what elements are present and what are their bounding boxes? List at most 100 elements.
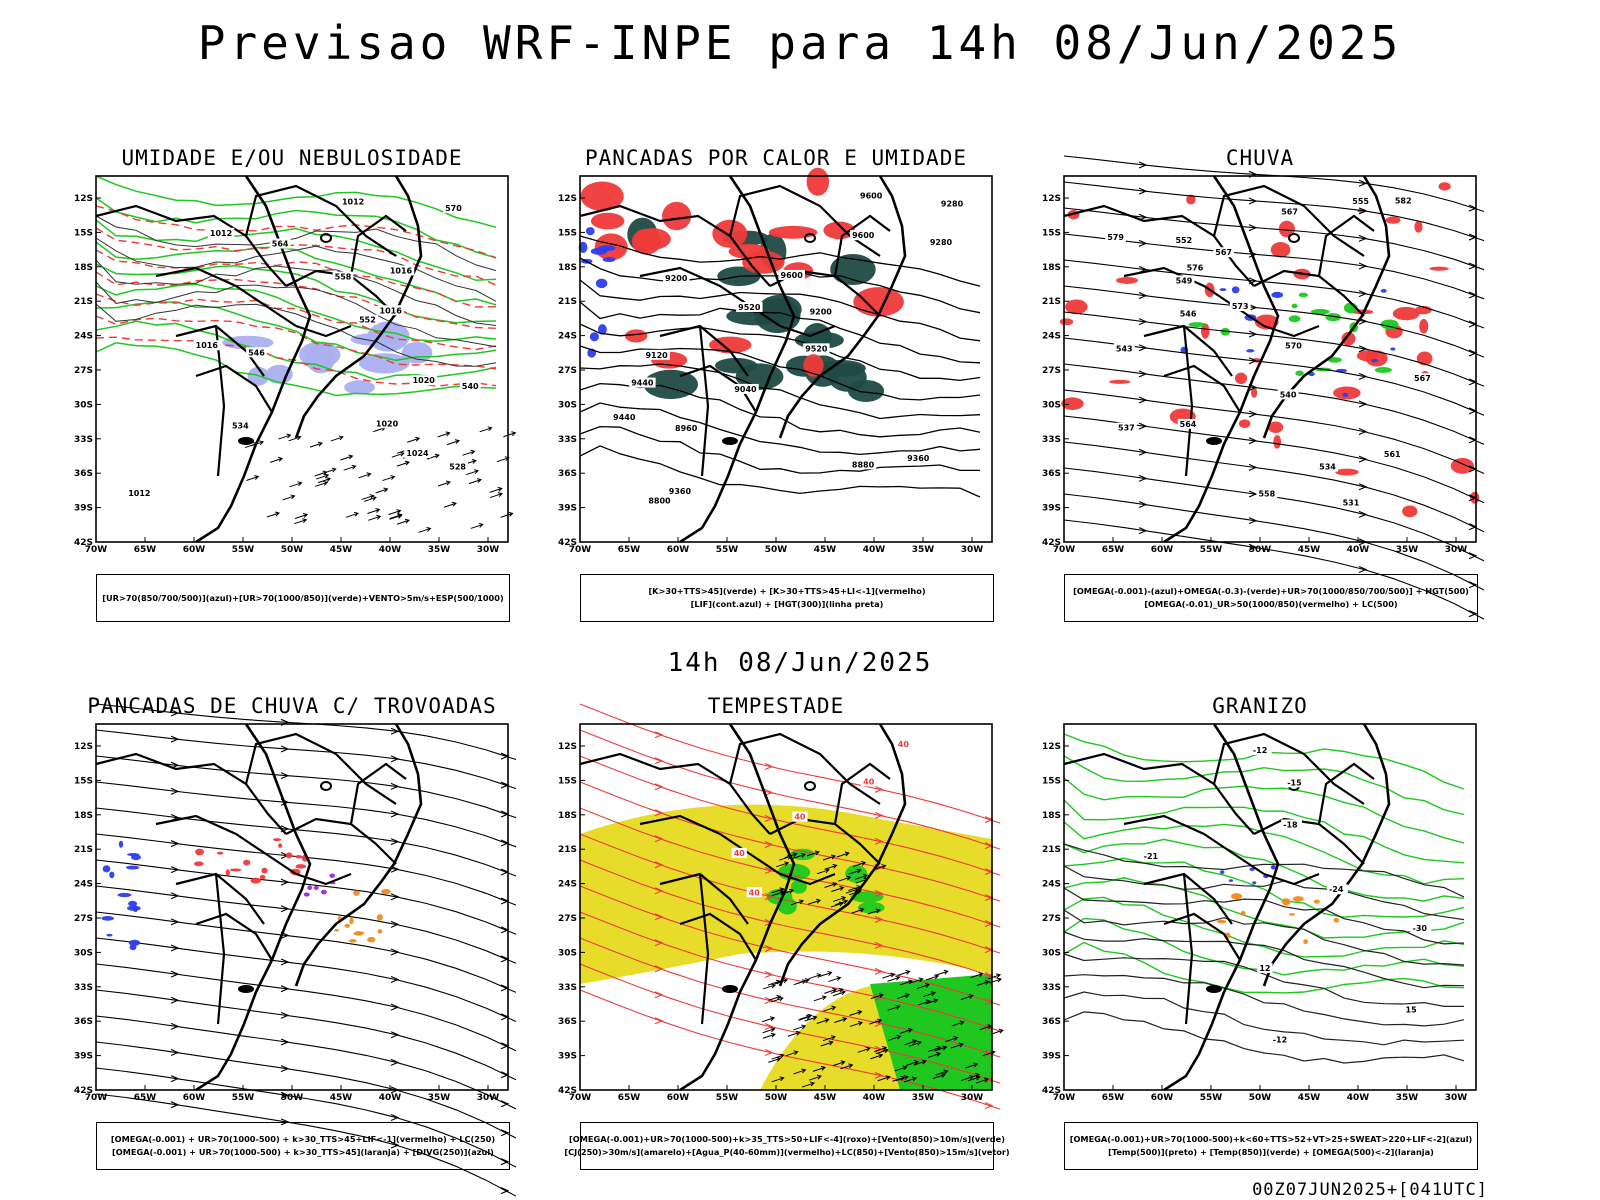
wind-vector bbox=[278, 433, 292, 440]
lat-tick-label: 24S bbox=[558, 332, 577, 342]
streamline-arrow bbox=[1358, 262, 1368, 270]
streamline-arrow bbox=[764, 789, 774, 797]
lat-tick-label: 36S bbox=[558, 1017, 577, 1027]
lon-tick-label: 70W bbox=[85, 545, 108, 555]
lake-shape bbox=[804, 233, 816, 243]
pressure-contour bbox=[95, 237, 497, 302]
contour-label: 546 bbox=[248, 348, 265, 357]
streamline-arrow bbox=[1248, 543, 1258, 551]
wind-vector bbox=[762, 1032, 776, 1039]
wind-vector bbox=[849, 1009, 863, 1016]
wind-vector bbox=[830, 987, 844, 994]
red-instability-area bbox=[768, 225, 818, 239]
contour-label: 9280 bbox=[941, 199, 964, 208]
lat-tick-label: 18S bbox=[74, 811, 93, 821]
lon-tick-label: 65W bbox=[134, 545, 157, 555]
hgt300-contour bbox=[579, 279, 981, 342]
lon-tick-label: 55W bbox=[1200, 545, 1223, 555]
red-instability-area bbox=[853, 287, 904, 317]
contour-label: 555 bbox=[1352, 197, 1369, 206]
temp850-green-contour bbox=[1063, 857, 1465, 918]
contour-label-bg bbox=[1173, 234, 1195, 245]
lon-tick-label: 55W bbox=[232, 1093, 255, 1103]
streamline-arrow bbox=[1138, 318, 1148, 326]
map-frame bbox=[1063, 723, 1477, 1091]
map-frame bbox=[579, 175, 993, 543]
panel-title: TEMPESTADE bbox=[707, 694, 845, 718]
lat-tick-label: 39S bbox=[558, 1052, 577, 1062]
thunder-orange-area bbox=[357, 931, 365, 935]
wind-vector bbox=[951, 1020, 965, 1027]
wind-vector bbox=[816, 1018, 830, 1025]
contour-label-bg bbox=[643, 349, 670, 360]
contour-label-bg bbox=[459, 381, 481, 392]
streamline-arrow bbox=[1358, 179, 1368, 187]
lon-tick-label: 45W bbox=[330, 545, 353, 555]
wind-vector bbox=[970, 972, 984, 979]
contour-label: 564 bbox=[272, 240, 289, 249]
coastline-east bbox=[778, 723, 907, 987]
lake-shape bbox=[320, 233, 332, 243]
wind-vector bbox=[309, 441, 323, 448]
thunder-red-area bbox=[250, 877, 261, 884]
contour-label: 8800 bbox=[648, 497, 671, 506]
wind-vector bbox=[787, 1030, 801, 1037]
lon-tick-label: 50W bbox=[765, 545, 788, 555]
map-frame bbox=[95, 175, 509, 543]
contour-label-bg bbox=[1317, 461, 1338, 472]
streamline-arrow bbox=[280, 1011, 290, 1019]
streamline-arrow bbox=[764, 841, 774, 849]
wind-green-area bbox=[870, 974, 992, 1090]
streamline-arrow bbox=[390, 1031, 400, 1039]
temp850-green-contour bbox=[1063, 896, 1465, 958]
wind-vector bbox=[822, 854, 837, 861]
contour-label: 549 bbox=[1176, 276, 1193, 285]
lon-tick-label: 35W bbox=[428, 545, 451, 555]
contour-label-bg bbox=[673, 422, 700, 433]
legend-line: [OMEGA(-0.001)-(azul)+OMEGA(-0.3)-(verde… bbox=[1073, 586, 1469, 596]
streamline-arrow bbox=[170, 996, 180, 1004]
red-streamline bbox=[579, 781, 1001, 902]
panel-granizo: GRANIZO -12 -15 -18 -21 -24 -30 12 15 -12 12S 15S 1… bbox=[1040, 694, 1480, 1170]
wind-vector bbox=[935, 1069, 949, 1076]
wind-vector bbox=[266, 511, 280, 518]
streamline-arrow bbox=[654, 861, 664, 869]
wind-vector bbox=[934, 1045, 948, 1052]
contour-label: 9520 bbox=[805, 344, 828, 353]
lat-tick-label: 18S bbox=[1042, 811, 1061, 821]
hgt300-contour bbox=[579, 445, 981, 498]
lat-tick-label: 18S bbox=[558, 263, 577, 273]
legend-line: [CJ(250)>30m/s](amarelo)+[Agua_P(40-60mm… bbox=[564, 1147, 1010, 1157]
streamline-arrow bbox=[1358, 510, 1368, 518]
contour-label-bg bbox=[1279, 206, 1301, 217]
border-line bbox=[195, 912, 273, 961]
contour-label-bg bbox=[905, 453, 932, 464]
temp500-contour bbox=[1063, 1011, 1465, 1064]
lat-tick-label: 24S bbox=[558, 880, 577, 890]
lon-tick-label: 50W bbox=[281, 1093, 304, 1103]
contour-label-bg bbox=[850, 230, 877, 241]
humidity-green-contour bbox=[95, 197, 497, 259]
border-line bbox=[779, 324, 836, 338]
streamline-arrow bbox=[500, 1187, 510, 1195]
plot-area: 1012 1012 1016 1016 1016 1020 1020 1024 1012 570 5… bbox=[95, 175, 517, 544]
contour-label-bg bbox=[410, 375, 438, 386]
streamline bbox=[95, 729, 517, 790]
wind-vector bbox=[926, 974, 940, 981]
lon-tick-label: 55W bbox=[716, 545, 739, 555]
rain-green-area bbox=[1327, 357, 1342, 363]
contour-label: 1020 bbox=[376, 419, 399, 428]
contour-label-bg bbox=[927, 236, 955, 247]
panel-title: CHUVA bbox=[1225, 146, 1295, 170]
map-umidade: 1012 1012 1016 1016 1016 1020 1020 1024 1012 570 5… bbox=[74, 175, 517, 555]
wind-vector bbox=[869, 1018, 883, 1025]
streamline-arrow bbox=[280, 985, 290, 993]
lon-tick-label: 35W bbox=[912, 1093, 935, 1103]
coastline-east bbox=[778, 175, 907, 439]
plot-area: 582 579 576 573 570 567 564 561 558 555 552 549 546 5… bbox=[1059, 155, 1485, 620]
contour-label-bg bbox=[373, 418, 401, 429]
streamline-arrow bbox=[170, 970, 180, 978]
streamline bbox=[95, 911, 517, 993]
lat-tick-label: 15S bbox=[558, 228, 577, 238]
contour-label: 543 bbox=[1116, 344, 1133, 353]
